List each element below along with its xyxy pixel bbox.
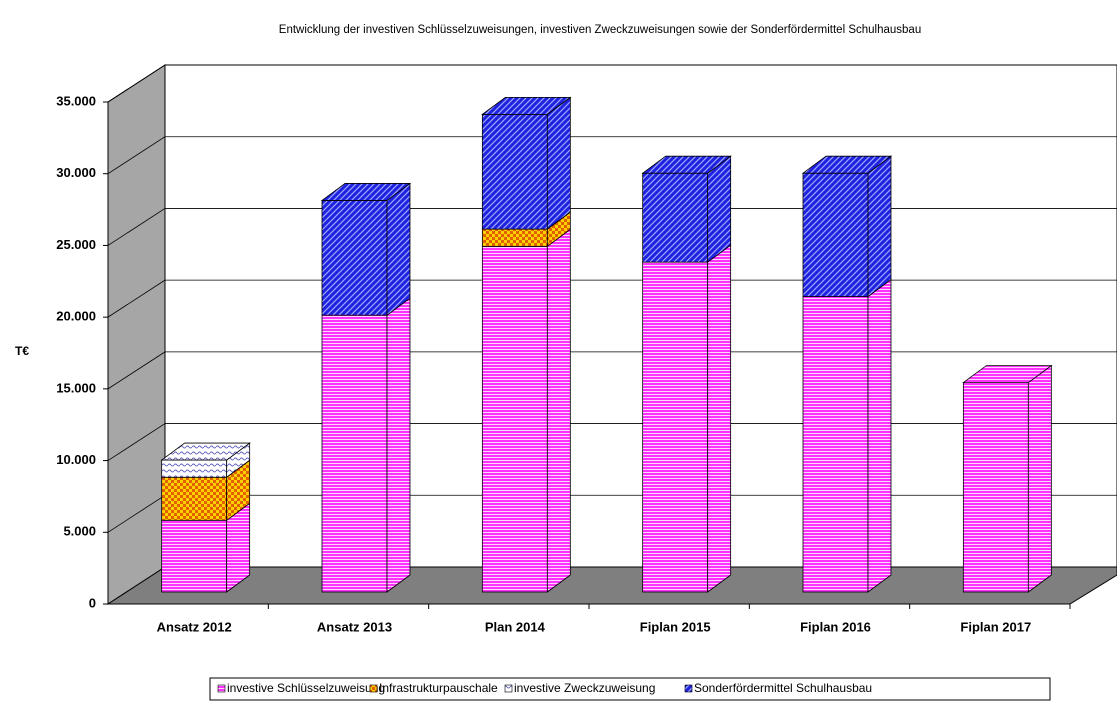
y-axis-label: T€ bbox=[15, 344, 29, 358]
bar-side bbox=[867, 155, 892, 298]
y-tick-label: 10.000 bbox=[56, 452, 96, 467]
x-tick-label: Ansatz 2012 bbox=[157, 619, 232, 634]
bar-segment bbox=[321, 314, 388, 593]
legend-label: investive Schlüsselzuweisung bbox=[227, 681, 385, 695]
legend-swatch bbox=[369, 684, 378, 693]
legend-label: Sonderfördermittel Schulhausbau bbox=[694, 681, 872, 695]
y-tick-label: 30.000 bbox=[56, 165, 96, 180]
legend-label: Infrastrukturpauschale bbox=[379, 681, 498, 695]
grid-line bbox=[107, 136, 166, 175]
legend-box bbox=[209, 677, 1051, 701]
bar-segment bbox=[642, 261, 709, 593]
bar-top bbox=[160, 442, 251, 461]
bar-segment bbox=[161, 519, 228, 593]
x-tick-label: Fiplan 2016 bbox=[800, 619, 871, 634]
bar-side bbox=[546, 228, 571, 593]
grid-line bbox=[107, 64, 166, 103]
bar-segment bbox=[161, 459, 228, 478]
bar-side bbox=[1027, 364, 1052, 593]
y-tick-label: 0 bbox=[89, 595, 96, 610]
bar-side bbox=[867, 278, 892, 593]
bar-segment bbox=[802, 296, 869, 593]
x-tick-label: Fiplan 2017 bbox=[960, 619, 1031, 634]
grid-line bbox=[107, 208, 166, 246]
bar-segment bbox=[321, 200, 388, 316]
bar-top bbox=[320, 183, 412, 201]
legend-swatch bbox=[217, 684, 226, 693]
y-tick-label: 5.000 bbox=[63, 524, 96, 539]
grid-line bbox=[107, 423, 166, 461]
grid-line bbox=[107, 279, 166, 318]
bar-segment bbox=[962, 382, 1029, 593]
bar-segment bbox=[161, 476, 228, 521]
x-tick-label: Plan 2014 bbox=[485, 619, 546, 634]
y-tick-label: 25.000 bbox=[56, 237, 96, 252]
bar-segment bbox=[642, 172, 709, 263]
side-wall bbox=[107, 64, 166, 605]
bar-segment bbox=[802, 172, 869, 297]
grid-line bbox=[107, 494, 166, 533]
bar-top bbox=[481, 96, 572, 115]
y-tick-label: 20.000 bbox=[56, 309, 96, 324]
legend-label: investive Zweckzuweisung bbox=[514, 681, 655, 695]
bar-side bbox=[546, 96, 571, 230]
x-tick-label: Fiplan 2015 bbox=[640, 619, 711, 634]
bar-top bbox=[641, 155, 732, 174]
bar-side bbox=[386, 182, 411, 316]
grid-line bbox=[107, 351, 166, 390]
bar-side bbox=[707, 155, 732, 263]
chart-title: Entwicklung der investiven Schlüsselzuwe… bbox=[279, 24, 921, 36]
legend-swatch bbox=[684, 684, 693, 693]
y-tick-label: 15.000 bbox=[56, 380, 96, 395]
bar-segment bbox=[481, 245, 548, 593]
x-tick-label: Ansatz 2013 bbox=[317, 619, 392, 634]
bar-side bbox=[707, 244, 732, 593]
legend-swatch bbox=[504, 684, 513, 693]
y-tick-label: 35.000 bbox=[56, 93, 96, 108]
bar-segment bbox=[481, 228, 548, 247]
bar-top bbox=[801, 155, 893, 174]
bar-side bbox=[386, 297, 411, 593]
bar-top bbox=[962, 365, 1053, 383]
bar-segment bbox=[481, 113, 548, 230]
